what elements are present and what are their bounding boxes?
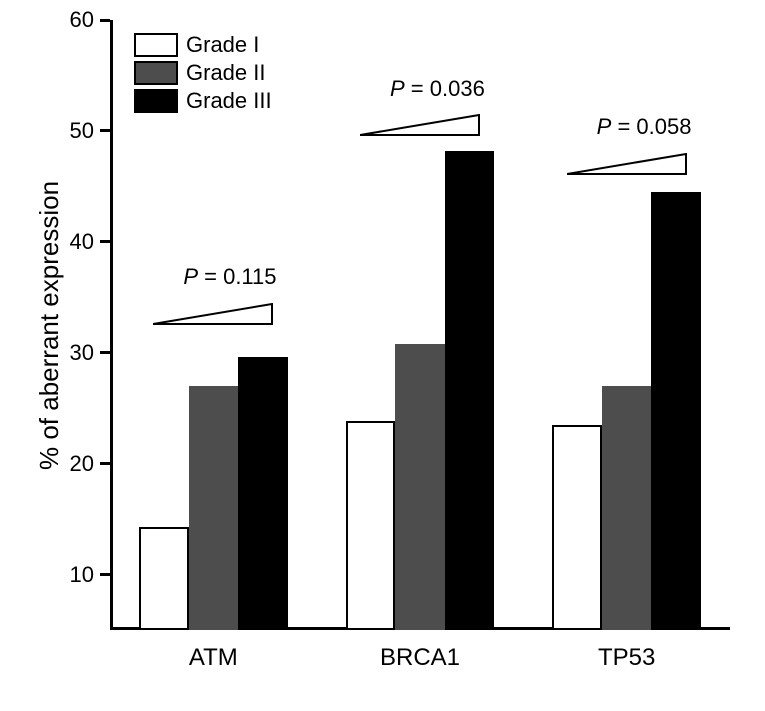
x-tick-label: TP53 <box>598 644 655 672</box>
p-value-label: P = 0.058 <box>597 114 692 140</box>
legend-label: Grade II <box>186 60 265 86</box>
y-tick <box>100 351 110 354</box>
y-tick <box>100 462 110 465</box>
bar-tp53-grade-ii <box>602 386 652 630</box>
x-tick-label: ATM <box>189 644 238 672</box>
bar-brca1-grade-i <box>346 421 396 630</box>
y-tick-label: 20 <box>70 451 94 477</box>
y-tick-label: 50 <box>70 118 94 144</box>
trend-wedge-icon <box>360 114 480 136</box>
y-tick-label: 60 <box>70 7 94 33</box>
y-tick-label: 10 <box>70 562 94 588</box>
legend: Grade IGrade IIGrade III <box>126 26 280 120</box>
p-value-label: P = 0.036 <box>390 76 485 102</box>
bar-atm-grade-ii <box>189 386 239 630</box>
legend-swatch-icon <box>134 33 178 57</box>
bar-brca1-grade-ii <box>395 344 445 630</box>
legend-label: Grade III <box>186 88 272 114</box>
y-tick <box>100 19 110 22</box>
legend-item: Grade I <box>134 32 272 58</box>
y-tick <box>100 240 110 243</box>
x-tick-label: BRCA1 <box>380 644 460 672</box>
y-tick <box>100 573 110 576</box>
legend-swatch-icon <box>134 61 178 85</box>
bar-tp53-grade-i <box>552 425 602 630</box>
trend-wedge-icon <box>567 153 687 175</box>
p-value-label: P = 0.115 <box>183 264 276 290</box>
legend-label: Grade I <box>186 32 259 58</box>
y-tick-label: 40 <box>70 229 94 255</box>
y-axis-title: % of aberrant expression <box>34 181 65 470</box>
bar-atm-grade-iii <box>238 357 288 630</box>
legend-swatch-icon <box>134 89 178 113</box>
bar-chart: % of aberrant expression Grade IGrade II… <box>0 0 765 711</box>
bar-atm-grade-i <box>139 527 189 630</box>
trend-wedge-icon <box>153 303 273 325</box>
legend-item: Grade III <box>134 88 272 114</box>
y-tick <box>100 129 110 132</box>
legend-item: Grade II <box>134 60 272 86</box>
bar-tp53-grade-iii <box>651 192 701 630</box>
bar-brca1-grade-iii <box>445 151 495 630</box>
y-tick-label: 30 <box>70 340 94 366</box>
